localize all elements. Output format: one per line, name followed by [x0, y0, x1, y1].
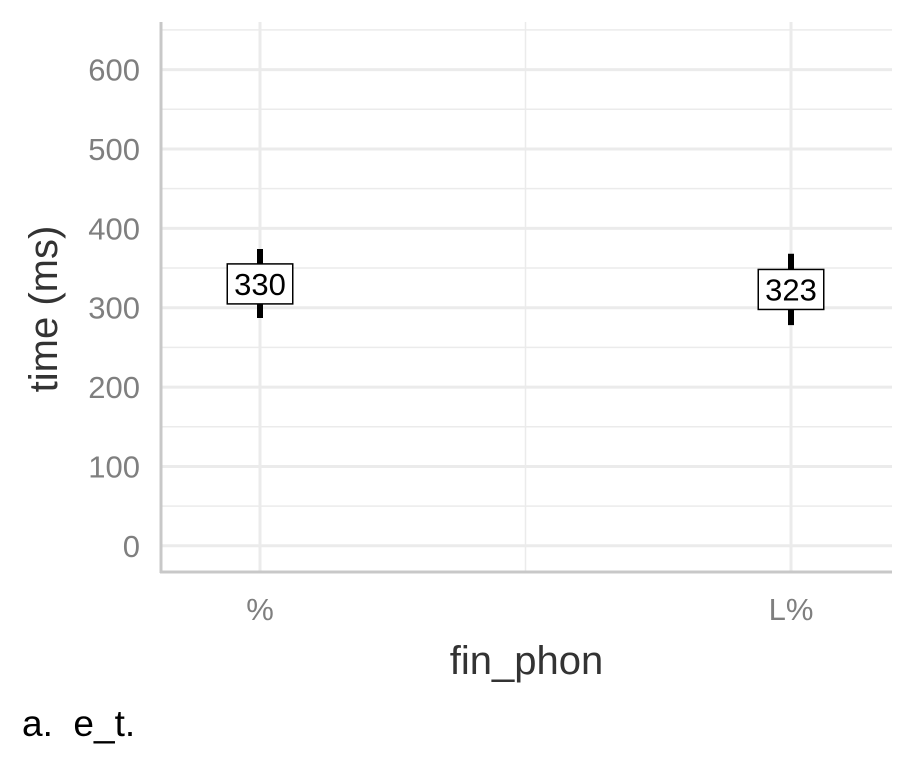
y-tick-label: 400 [88, 211, 140, 246]
axes [159, 22, 892, 574]
data-label: 323 [765, 272, 817, 307]
y-tick-label: 0 [123, 529, 140, 564]
x-tick-labels: % L% [246, 592, 813, 627]
data-label-box [757, 268, 825, 311]
y-tick-label: 600 [88, 53, 140, 88]
x-tick-label: % [246, 592, 274, 627]
y-tick-labels: 0 100 200 300 400 500 600 [88, 53, 140, 564]
y-tick-label: 200 [88, 370, 140, 405]
x-axis-title: fin_phon [450, 639, 603, 683]
y-tick-label: 300 [88, 291, 140, 326]
data-label-box [226, 263, 294, 305]
y-tick-label: 100 [88, 449, 140, 484]
x-tick-label: L% [769, 592, 814, 627]
data-label: 330 [234, 267, 286, 302]
y-tick-label: 500 [88, 132, 140, 167]
figure-caption: a. e_t. [22, 703, 136, 744]
y-axis-title: time (ms) [22, 226, 66, 393]
data-marks: 330 323 [226, 248, 825, 326]
